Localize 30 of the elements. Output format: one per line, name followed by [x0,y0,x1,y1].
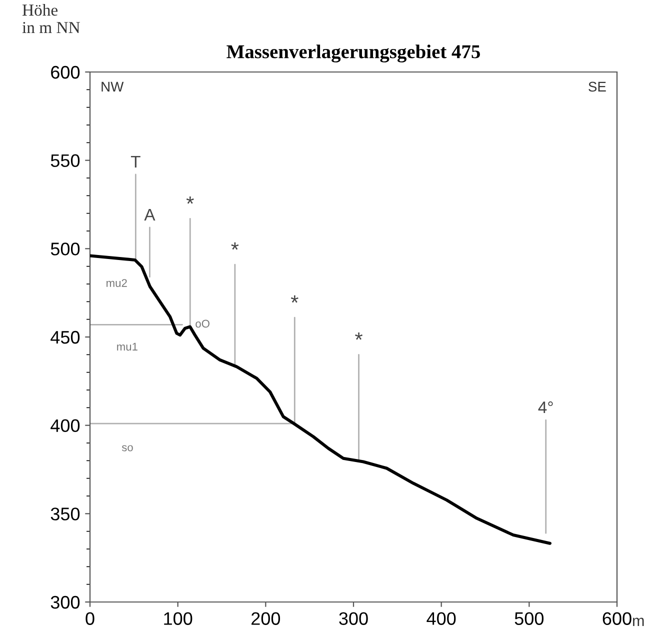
x-tick-label: 500 [514,612,544,625]
y-tick-label: 350 [50,508,80,520]
annotation: * [355,332,362,340]
x-axis-title: m [633,618,644,626]
y-tick-label: 600 [51,66,80,79]
annotation: * [186,196,194,204]
chart-title: Massenverlagerungsgebiet 475 [226,44,480,62]
x-tick-label: 400 [426,612,456,625]
y-tick-label: 400 [50,419,80,432]
y-tick-label: 300 [50,596,80,609]
x-tick-label: 200 [252,612,280,625]
annotation: SE [588,82,606,92]
annotation: A [144,209,156,220]
annotation: mu2 [106,279,127,287]
annotation: T [130,156,140,168]
y-tick-label: 550 [50,154,80,168]
x-tick-label: 100 [164,612,192,625]
annotation: 4° [538,401,553,414]
annotation: * [231,242,239,250]
y-tick-label: 500 [50,242,80,256]
annotation: NW [102,82,124,92]
x-tick-label: 0 [86,612,94,625]
x-tick-label: 600 [602,612,632,625]
x-tick-label: 300 [339,612,368,625]
annotation: oO [196,320,210,328]
annotation: mu1 [117,342,138,351]
y-tick-label: 450 [50,330,80,344]
annotation: * [290,295,298,303]
y-axis-title: Höhe in m NN [22,4,80,33]
annotation: so [122,445,133,452]
